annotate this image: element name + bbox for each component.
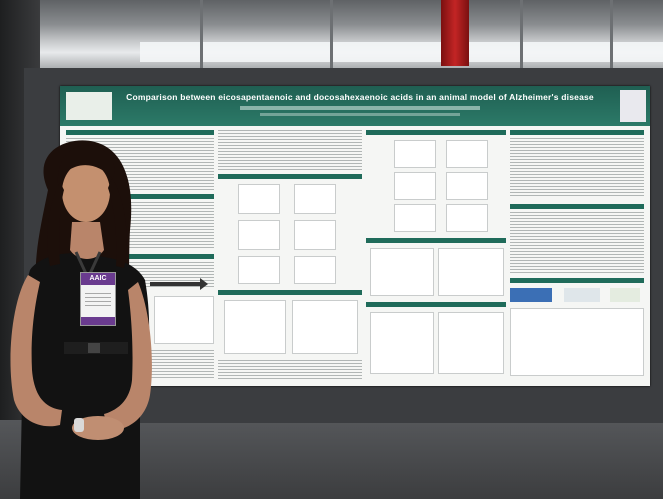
bar-chart-figure	[370, 248, 434, 296]
bar-chart-figure	[294, 220, 336, 250]
section-header	[66, 130, 214, 135]
carpet-floor	[0, 420, 663, 499]
section-header	[366, 302, 506, 307]
section-header	[510, 130, 644, 135]
ceiling-truss	[330, 0, 333, 70]
text-block	[218, 360, 362, 380]
poster-column-1	[66, 130, 214, 382]
bar-chart-figure	[238, 256, 280, 284]
bar-chart-figure	[294, 184, 336, 214]
text-block	[66, 138, 214, 190]
western-blot-figure	[438, 248, 504, 296]
bar-chart-figure	[446, 140, 488, 168]
bar-chart-figure	[394, 172, 436, 200]
ceiling-truss	[200, 0, 203, 70]
section-header	[366, 238, 506, 243]
poster-title: Comparison between eicosapentaenoic and …	[126, 92, 594, 102]
western-blot-figure	[224, 300, 286, 354]
text-block	[218, 130, 362, 170]
text-block	[510, 212, 644, 274]
section-header	[366, 130, 506, 135]
section-header	[66, 194, 214, 199]
poster-header: Comparison between eicosapentaenoic and …	[60, 86, 650, 126]
badge-ribbon	[81, 317, 115, 325]
sponsor-logo	[610, 288, 640, 302]
section-header	[66, 254, 214, 259]
bar-chart-figure	[394, 204, 436, 232]
poster-authors	[240, 106, 480, 110]
bar-chart-figure	[438, 312, 504, 374]
badge-name-text	[85, 293, 111, 309]
ceiling-truss	[610, 0, 613, 70]
text-block	[510, 138, 644, 198]
section-header	[218, 290, 362, 295]
western-blot-figure	[292, 300, 358, 354]
text-block	[66, 202, 214, 250]
ceiling-truss	[520, 0, 523, 70]
bar-chart-figure	[294, 256, 336, 284]
poster-logo-right	[620, 90, 646, 122]
bar-chart-figure	[238, 184, 280, 214]
flow-diagram	[510, 308, 644, 376]
section-header	[510, 278, 644, 283]
poster-column-3	[366, 130, 506, 382]
ceiling-window-light	[140, 42, 663, 62]
badge-event-label: AAIC	[81, 273, 115, 285]
poster-affiliations	[260, 113, 460, 116]
bar-chart-figure	[446, 172, 488, 200]
sponsor-logo	[510, 288, 552, 302]
poster-column-2	[218, 130, 362, 382]
bar-chart-figure	[238, 220, 280, 250]
bar-chart-figure	[370, 312, 434, 374]
bar-chart-figure	[446, 204, 488, 232]
text-block	[66, 350, 214, 380]
sponsor-logo	[564, 288, 600, 302]
name-badge: AAIC	[80, 272, 116, 326]
research-poster: Comparison between eicosapentaenoic and …	[60, 86, 650, 386]
section-header	[510, 204, 644, 209]
bar-chart-figure	[394, 140, 436, 168]
poster-arrow-graphic	[150, 278, 208, 290]
poster-column-4	[510, 130, 644, 382]
section-header	[218, 174, 362, 179]
method-figure	[154, 296, 214, 344]
red-support-column	[441, 0, 469, 66]
poster-logo-left	[66, 92, 112, 120]
